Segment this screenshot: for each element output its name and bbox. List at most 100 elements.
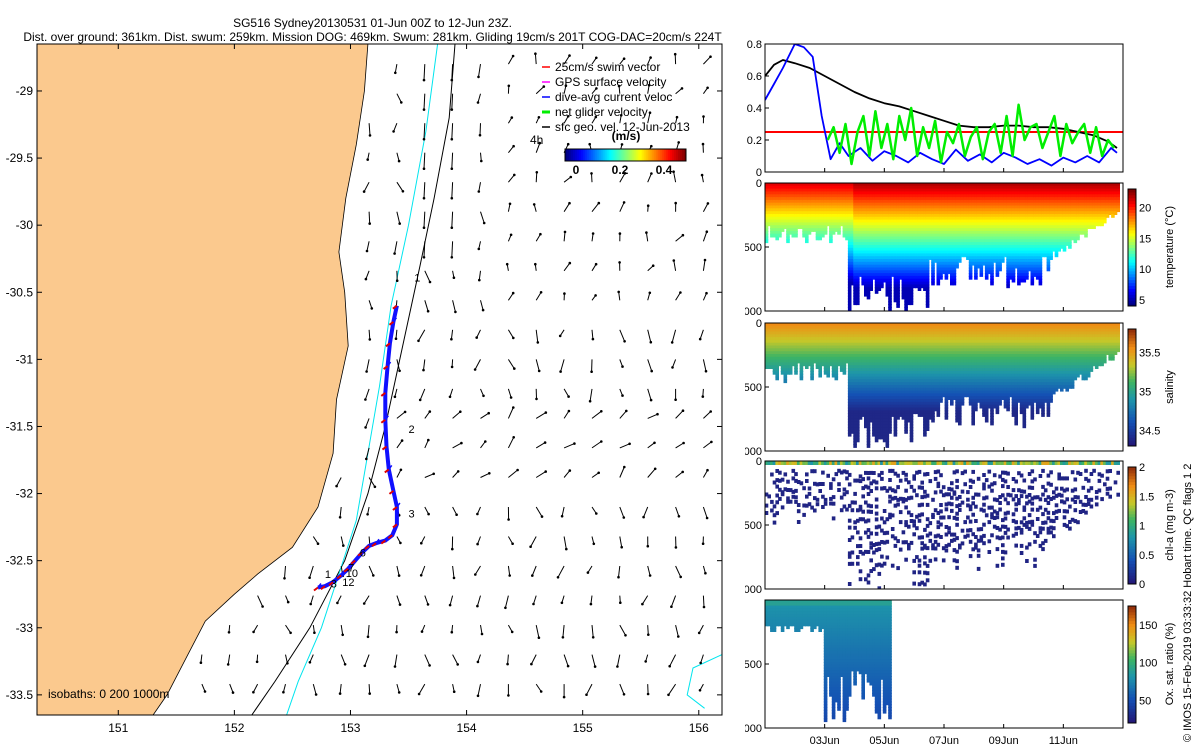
profile-sample (1006, 275, 1010, 280)
profile-sample (955, 219, 959, 224)
profile-sample (1022, 214, 1027, 218)
velocity-arrow-head (674, 201, 677, 205)
profile-sample (920, 259, 924, 263)
profile-sample (869, 259, 873, 263)
profile-sample (872, 197, 876, 201)
profile-sample (915, 199, 919, 204)
profile-sample (856, 219, 860, 224)
profile-sample (968, 219, 973, 224)
profile-sample (786, 362, 790, 367)
profile-sample (796, 216, 801, 221)
profile-sample (1078, 199, 1083, 204)
profile-sample (888, 264, 892, 269)
profile-sample (880, 211, 884, 215)
profile-sample (858, 230, 863, 235)
velocity-arrow-head (484, 440, 487, 443)
profile-sample (984, 275, 989, 280)
profile-sample (805, 328, 809, 333)
profile-sample (925, 264, 930, 269)
profile-sample (1089, 188, 1094, 193)
profile-sample (799, 205, 804, 210)
profile-sample (864, 290, 868, 294)
velocity-arrow-head (372, 574, 375, 577)
profile-sample (1027, 185, 1032, 190)
profile-sample (1033, 270, 1037, 275)
profile-sample (837, 337, 841, 341)
profile-sample (847, 306, 852, 311)
profile-sample (813, 219, 817, 224)
profile-sample (880, 194, 884, 199)
track-day-label: 6 (360, 548, 366, 560)
profile-sample (788, 216, 793, 221)
profile-sample (861, 264, 865, 269)
profile-sample (933, 247, 938, 252)
profile-sample (1046, 256, 1051, 260)
velocity-arrow (476, 595, 481, 607)
profile-sample (971, 185, 975, 190)
track-day-label: 10 (346, 568, 358, 580)
profile-sample (907, 259, 911, 263)
profile-sample (810, 376, 814, 381)
profile-sample (1052, 228, 1056, 232)
profile-sample (936, 230, 941, 235)
profile-sample (1057, 211, 1061, 215)
profile-sample (1027, 259, 1032, 263)
profile-sample (974, 214, 978, 218)
profile-sample (810, 365, 814, 369)
velocity-arrow (619, 329, 626, 342)
profile-sample (775, 334, 779, 339)
profile-sample (925, 228, 930, 232)
profile-sample (979, 245, 984, 249)
profile-sample (907, 292, 911, 297)
profile-sample (1062, 216, 1067, 221)
profile-sample (947, 185, 951, 190)
profile-sample (1073, 228, 1078, 232)
profile-sample (856, 298, 860, 303)
profile-sample (1001, 256, 1005, 260)
profile-sample (976, 250, 981, 255)
profile-sample (888, 278, 892, 283)
profile-sample (842, 230, 847, 235)
profile-sample (788, 339, 793, 344)
velocity-arrow (507, 359, 515, 369)
profile-sample (933, 230, 938, 235)
profile-sample (915, 239, 919, 244)
profile-sample (901, 222, 906, 227)
profile-sample (971, 191, 975, 196)
profile-sample (1003, 219, 1008, 224)
profile-sample (880, 281, 884, 286)
profile-sample (950, 208, 954, 213)
profile-sample (877, 287, 882, 291)
profile-sample (896, 233, 900, 238)
profile-sample (880, 191, 884, 196)
profile-sample (909, 211, 914, 215)
profile-sample (939, 205, 943, 210)
profile-sample (821, 351, 825, 355)
profile-sample (896, 259, 900, 263)
profile-sample (1081, 214, 1086, 218)
profile-sample (984, 216, 989, 221)
profile-sample (794, 337, 798, 341)
swim-vector (313, 586, 319, 592)
colorbar-segment (679, 149, 683, 161)
velocity-arrow-head (537, 636, 541, 639)
colorbar-segment (603, 149, 606, 161)
dive-avg-vector (375, 538, 380, 544)
profile-sample (1078, 219, 1083, 224)
colorbar-segment (617, 149, 620, 161)
profile-sample (920, 222, 924, 227)
profile-sample (786, 185, 790, 190)
profile-sample (813, 351, 817, 355)
profile-sample (772, 222, 777, 227)
profile-sample (1094, 214, 1099, 218)
profile-sample (858, 242, 863, 246)
velocity-arrow-head (452, 690, 456, 693)
profile-sample (950, 228, 954, 232)
velocity-arrow (590, 595, 593, 605)
profile-sample (1081, 205, 1086, 210)
profile-sample (780, 339, 785, 344)
profile-sample (847, 211, 852, 215)
profile-sample (856, 264, 860, 269)
profile-sample (890, 214, 895, 218)
profile-sample (874, 205, 879, 210)
